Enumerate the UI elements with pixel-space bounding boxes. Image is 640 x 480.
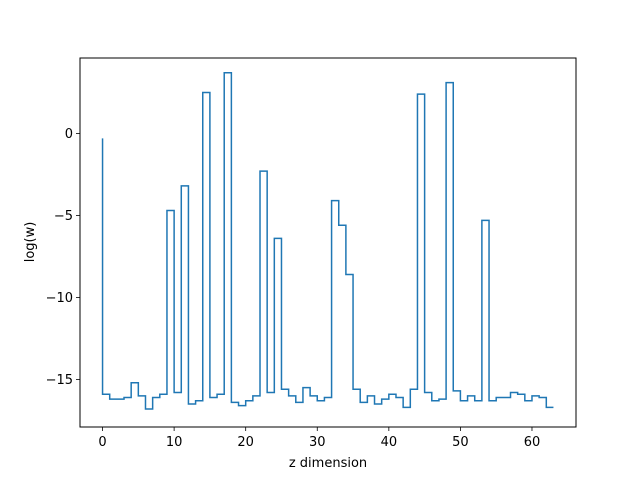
x-tick-label: 50 — [452, 435, 469, 450]
y-tick-label: 0 — [65, 127, 73, 142]
x-tick-label: 10 — [166, 435, 183, 450]
axes-frame — [79, 57, 577, 428]
x-tick-label: 30 — [309, 435, 326, 450]
y-axis-label: log(w) — [23, 222, 38, 263]
plot-area — [101, 72, 554, 410]
x-tick-label: 0 — [98, 435, 106, 450]
x-tick-label: 40 — [381, 435, 398, 450]
y-axis: 0 −5 −10 −15 — [46, 127, 80, 388]
x-axis: 0 10 20 30 40 50 60 — [98, 427, 540, 450]
y-tick-label: −10 — [46, 291, 73, 306]
series-line-0 — [101, 72, 554, 410]
x-tick-label: 20 — [237, 435, 254, 450]
y-tick-label: −15 — [46, 373, 73, 388]
y-tick-label: −5 — [54, 209, 73, 224]
x-tick-label: 60 — [524, 435, 541, 450]
x-axis-label: z dimension — [289, 456, 367, 471]
